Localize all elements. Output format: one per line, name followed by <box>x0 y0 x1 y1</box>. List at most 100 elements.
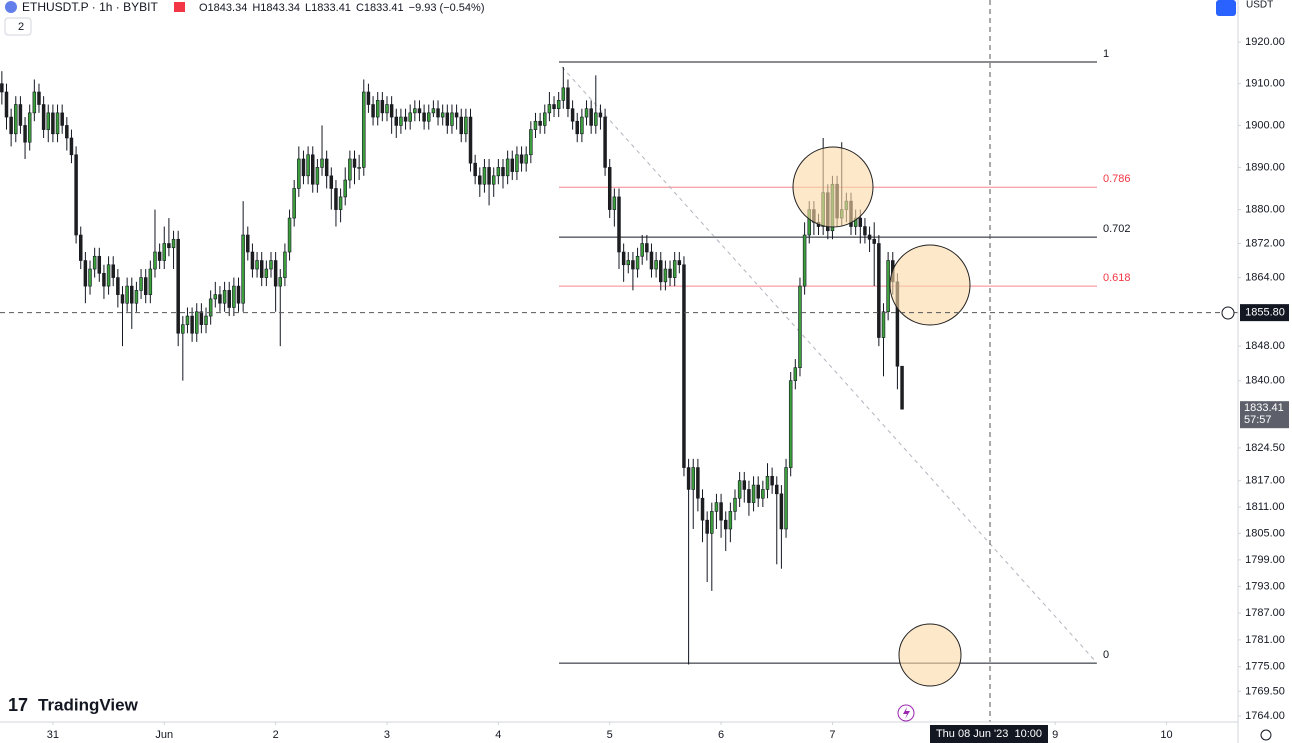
candle-body <box>649 251 654 270</box>
candle-body <box>46 112 50 130</box>
candle-body <box>125 285 129 304</box>
candle-body <box>617 196 621 253</box>
indicator-count[interactable]: 2 <box>18 21 24 33</box>
candle-body <box>329 175 334 189</box>
y-tick-label: 1880.00 <box>1245 203 1285 215</box>
candle-body <box>334 188 338 210</box>
candle-body <box>357 167 361 169</box>
candle-body <box>427 112 431 122</box>
flag-icon[interactable] <box>174 2 185 12</box>
candles <box>0 67 904 665</box>
candle-body <box>584 108 589 118</box>
candle-body <box>478 175 482 185</box>
candle-body <box>714 502 719 512</box>
highlight-circle[interactable] <box>889 244 971 326</box>
highlights[interactable] <box>792 146 971 687</box>
candle-body <box>886 260 890 313</box>
crosshair-time-box <box>930 725 1048 743</box>
candle-body <box>751 484 756 503</box>
candle-body <box>487 167 491 185</box>
candle-body <box>102 273 106 287</box>
candle-body <box>900 365 904 410</box>
currency-selector[interactable]: USDT <box>1246 0 1273 11</box>
candle-body <box>204 315 208 325</box>
candle-body <box>723 519 728 530</box>
y-tick-label: 1781.00 <box>1245 634 1285 646</box>
candle-body <box>0 83 4 93</box>
x-tick-label: 4 <box>495 729 501 741</box>
candle-body <box>324 158 329 177</box>
indicator-toggle[interactable] <box>4 17 32 36</box>
candle-body <box>246 234 250 253</box>
candle-body <box>538 120 542 126</box>
sync-button[interactable] <box>1216 0 1236 16</box>
candle-body <box>259 260 264 278</box>
settings-button[interactable] <box>1260 729 1272 741</box>
candle-body <box>464 116 468 135</box>
x-tick-label: 2 <box>273 729 279 741</box>
add-alert-button[interactable] <box>1221 306 1235 320</box>
y-tick-label: 1864.00 <box>1245 271 1285 283</box>
fib-trend-line[interactable] <box>561 66 1098 664</box>
candle-body <box>677 260 682 266</box>
brand-name[interactable]: TradingView <box>38 695 139 714</box>
candle-body <box>162 243 167 261</box>
candle-body <box>519 154 524 164</box>
candle-body <box>459 116 463 135</box>
fib-level-label: 0.618 <box>1103 272 1131 284</box>
candle-body <box>802 234 807 287</box>
candle-body <box>287 217 292 253</box>
candle-body <box>454 112 459 118</box>
candle-body <box>733 497 737 512</box>
event-icon[interactable] <box>897 704 915 722</box>
candle-body <box>515 154 519 172</box>
highlight-circle[interactable] <box>898 623 962 687</box>
fib-level-label: 1 <box>1103 48 1109 60</box>
candle-body <box>385 104 389 114</box>
candle-body <box>626 260 631 266</box>
candle-body <box>672 260 677 278</box>
candle-body <box>79 234 83 261</box>
candle-body <box>366 91 371 105</box>
candle-body <box>580 116 584 135</box>
candle-body <box>306 154 310 177</box>
candle-body <box>222 290 227 304</box>
candle-body <box>877 243 881 338</box>
y-tick-label: 1817.00 <box>1245 475 1285 487</box>
ohlc-value: C1833.41 <box>356 2 404 14</box>
candle-body <box>37 91 41 105</box>
candle-body <box>232 285 236 308</box>
candle-body <box>88 268 92 287</box>
y-tick-label: 1775.00 <box>1245 661 1285 673</box>
candle-body <box>594 112 598 126</box>
candle-body <box>696 467 700 499</box>
highlight-circle[interactable] <box>792 146 874 228</box>
candle-body <box>264 268 269 278</box>
candle-body <box>134 290 139 304</box>
crosshair-price: 1855.80 <box>1245 307 1285 319</box>
candle-body <box>69 137 74 156</box>
candle-body <box>700 497 705 521</box>
candle-body <box>315 167 320 185</box>
candle-body <box>413 108 417 114</box>
x-tick-label: 6 <box>718 729 724 741</box>
candle-body <box>348 158 352 181</box>
candle-body <box>654 260 658 270</box>
candle-body <box>292 188 296 219</box>
ohlc-legend: O1843.34 H1843.34 L1833.41 C1833.41 −9.93 (−… <box>199 2 485 14</box>
candle-body <box>97 255 102 274</box>
candle-body <box>686 467 691 490</box>
y-tick-label: 1872.00 <box>1245 237 1285 249</box>
y-tick-label: 1811.00 <box>1246 501 1285 513</box>
candle-body <box>41 104 46 130</box>
candle-body <box>547 104 552 114</box>
candle-body <box>181 324 185 334</box>
brand-logo[interactable]: 17 <box>8 695 28 715</box>
candle-body <box>505 158 510 177</box>
candle-body <box>394 116 399 126</box>
candle-body <box>552 104 556 109</box>
symbol-title[interactable]: ETHUSDT.P · 1h · BYBIT <box>22 0 158 14</box>
y-tick-label: 1769.50 <box>1245 685 1285 697</box>
candle-body <box>139 277 143 291</box>
candle-body <box>297 158 301 189</box>
